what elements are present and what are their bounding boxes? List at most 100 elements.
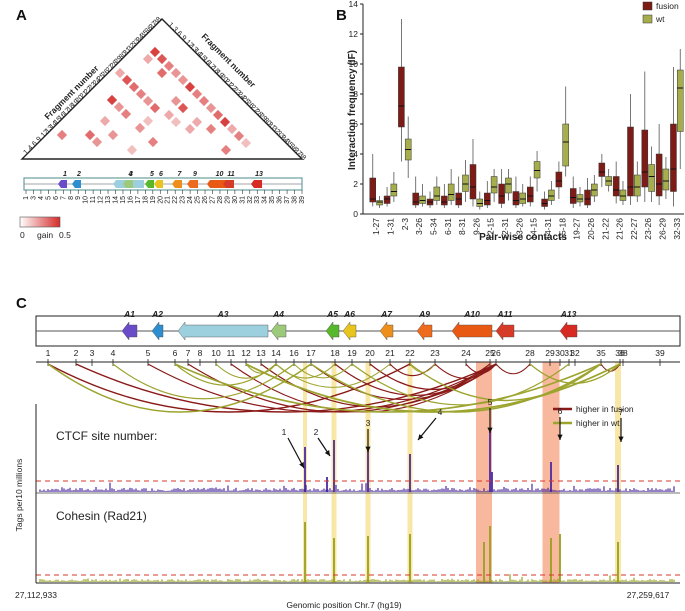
box-fusion xyxy=(484,192,491,206)
start-coordinate: 27,112,933 xyxy=(15,590,57,600)
left-fragment-number: 26 xyxy=(100,68,111,79)
heatmap-cell xyxy=(191,88,203,100)
gene-arrow-a xyxy=(187,180,198,188)
right-fragment-number: 22 xyxy=(227,82,238,93)
map-tick-label: 8 xyxy=(68,196,75,200)
left-fragment-number: 18 xyxy=(66,103,77,114)
gene-number-label: 11 xyxy=(227,171,234,178)
x-tick-label: 21-26 xyxy=(615,218,625,240)
heatmap-cell xyxy=(177,102,189,114)
box-wt xyxy=(419,195,426,204)
heatmap-cell xyxy=(226,123,238,135)
box-fusion xyxy=(412,192,419,206)
box-wt xyxy=(648,164,655,192)
x-tick-label: 20-26 xyxy=(586,218,596,240)
right-fragment-number: 3 xyxy=(171,26,179,34)
box-fusion xyxy=(541,198,548,207)
fragment-number: 35 xyxy=(596,348,606,358)
gene-name-label: A13 xyxy=(560,309,577,319)
ctcf-site-number: 7 xyxy=(619,407,624,417)
map-tick-label: 33 xyxy=(254,196,261,204)
box-wt xyxy=(619,189,627,201)
map-tick-label: 29 xyxy=(224,196,231,204)
map-tick-label: 1 xyxy=(23,196,30,200)
gene-number-label: 3 xyxy=(129,171,133,178)
box-fusion xyxy=(441,195,448,206)
heatmap-cell xyxy=(156,53,168,65)
panel-a-gene-map: 1 2 34 5 6 7 9 10 11 13 1 3 4 5 6 7 8 9 10 11 12 13 14 15 16 17 1… xyxy=(23,171,306,204)
heatmap-cell xyxy=(156,67,168,79)
gene-name-label: A2 xyxy=(151,309,163,319)
gene-name-label: A9 xyxy=(418,309,430,319)
ctcf-arrow-head xyxy=(557,434,563,440)
x-tick-label: 12-15 xyxy=(486,218,496,240)
right-fragment-number: 28 xyxy=(253,108,264,119)
map-tick-label: 16 xyxy=(127,196,134,204)
map-tick-label: 18 xyxy=(142,196,149,204)
right-fragment-number: 13 xyxy=(188,43,199,54)
interaction-arc xyxy=(275,363,391,388)
ctcf-site-number: 2 xyxy=(314,427,319,437)
heatmap-cell xyxy=(198,95,210,107)
heatmap-cell xyxy=(240,137,252,149)
fragment-number: 2 xyxy=(74,348,79,358)
left-fragment-number: 34 xyxy=(135,33,146,44)
interaction-arc xyxy=(293,363,353,379)
map-tick-label: 13 xyxy=(105,196,112,204)
map-tick-label: 21 xyxy=(165,196,172,204)
right-fragment-number: 17 xyxy=(206,60,217,71)
right-fragment-number: 36 xyxy=(288,143,299,154)
y-tick-label: 2 xyxy=(353,179,358,189)
right-fragment-number: 6 xyxy=(175,30,183,38)
right-fragment-number: 19 xyxy=(214,69,225,80)
fragment-number: 1 xyxy=(46,348,51,358)
map-tick-label: 35 xyxy=(269,196,276,204)
left-fragment-number: 30 xyxy=(118,51,129,62)
right-fragment-number: 1 xyxy=(167,21,175,29)
heatmap-cell xyxy=(149,46,161,58)
left-fragment-number: 32 xyxy=(126,42,137,53)
gene-arrow-c xyxy=(559,321,578,341)
gene-name-label: A1 xyxy=(123,309,135,319)
left-fragment-number: 12 xyxy=(40,129,51,140)
right-fragment-number: 37 xyxy=(292,147,303,158)
fragment-number: 14 xyxy=(271,348,281,358)
x-tick-label: 9-26 xyxy=(471,218,481,235)
gene-arrow-c xyxy=(270,321,287,341)
ctcf-site-number: 5 xyxy=(488,397,493,407)
y-tick-label: 4 xyxy=(353,149,358,159)
interaction-arc xyxy=(245,363,277,374)
ctcf-site-number: 6 xyxy=(558,406,563,416)
left-fragment-number: 21 xyxy=(79,90,90,101)
interaction-arc xyxy=(409,363,436,373)
map-tick-label: 38 xyxy=(292,196,299,204)
x-axis-title: Pair-wise contacts xyxy=(479,232,567,243)
heatmap-cell xyxy=(120,108,132,120)
fragment-number: 3 xyxy=(90,348,95,358)
heatmap-cell xyxy=(170,95,182,107)
box-fusion xyxy=(369,177,377,203)
x-tick-label: 26-29 xyxy=(658,218,668,240)
fragment-number: 20 xyxy=(365,348,375,358)
map-tick-label: 9 xyxy=(75,196,82,200)
left-fragment-number: 24 xyxy=(92,77,103,88)
interaction-arc xyxy=(495,363,531,375)
box-wt xyxy=(505,177,512,194)
heatmap-cell xyxy=(114,67,126,79)
fragment-number: 28 xyxy=(525,348,535,358)
legend-wt-text: higher in wt xyxy=(576,418,620,428)
fragment-number: 13 xyxy=(256,348,266,358)
left-fragment-number: 14 xyxy=(48,120,59,131)
map-tick-label: 36 xyxy=(277,196,284,204)
panel-c-letter: C xyxy=(16,295,27,312)
map-tick-label: 19 xyxy=(150,196,157,204)
box-fusion xyxy=(569,188,577,204)
heatmap-cell xyxy=(149,102,161,114)
y-axis-ticks: 0 2 4 6 8 10 12 14 xyxy=(349,0,363,219)
heatmap-cell xyxy=(84,129,96,141)
box-fusion xyxy=(641,129,649,188)
gene-number-label: 9 xyxy=(193,171,197,178)
left-fragment-number: 4 xyxy=(27,144,35,152)
right-fragment-number: 21 xyxy=(223,78,234,89)
x-tick-label: 21-22 xyxy=(600,218,610,240)
